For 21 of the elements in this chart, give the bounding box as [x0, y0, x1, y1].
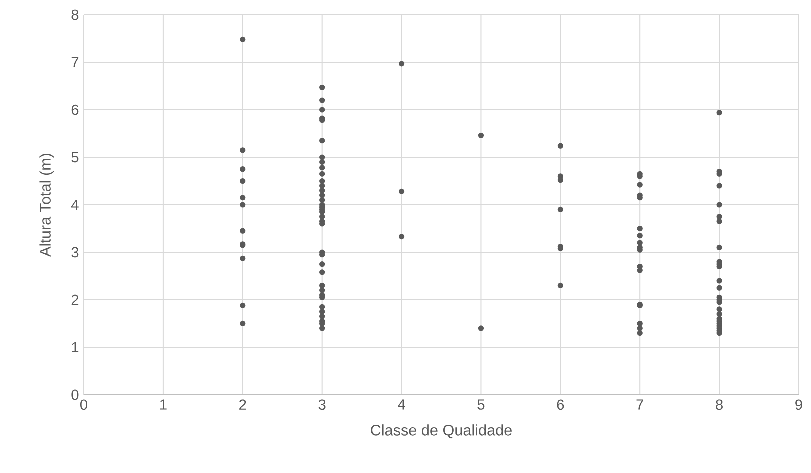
- x-tick-label: 8: [716, 400, 723, 410]
- y-tick-label: 7: [72, 57, 79, 68]
- y-tick-label: 8: [72, 10, 79, 20]
- x-tick-label: 3: [318, 400, 326, 410]
- x-tick-label: 5: [478, 400, 485, 410]
- y-tick-label: 5: [72, 152, 79, 163]
- y-tick-label: 2: [72, 294, 79, 306]
- x-tick-label: 1: [160, 400, 167, 410]
- x-tick-label: 4: [398, 400, 406, 410]
- y-tick-label: 3: [72, 247, 79, 258]
- y-axis-title: Altura Total (m): [40, 154, 54, 257]
- x-tick-label: 0: [80, 400, 88, 410]
- x-tick-label: 6: [557, 400, 564, 410]
- y-tick-label: 0: [72, 390, 79, 400]
- y-tick-label: 4: [71, 200, 79, 210]
- x-tick-label: 2: [240, 400, 246, 410]
- y-tick-label: 1: [72, 342, 79, 353]
- x-tick-label: 9: [796, 400, 802, 410]
- y-tick-label: 6: [72, 104, 79, 116]
- x-tick-label: 7: [636, 400, 644, 410]
- x-axis-title: Classe de Qualidade: [371, 424, 512, 439]
